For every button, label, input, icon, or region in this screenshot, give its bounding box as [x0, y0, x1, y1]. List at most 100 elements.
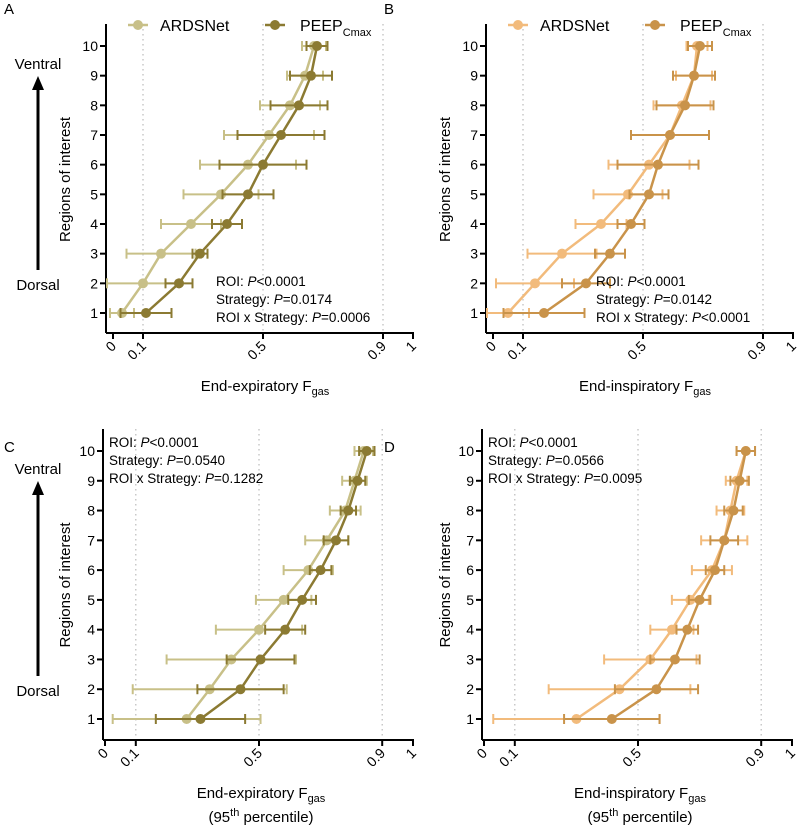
- x-tick-label: 0.9: [364, 338, 389, 363]
- data-point: [665, 130, 675, 140]
- series-line: [543, 45, 702, 315]
- series-ardsnet: [111, 446, 374, 724]
- y-tick-label: 1: [90, 305, 98, 321]
- y-tick-label: 2: [466, 681, 474, 697]
- x-tick-label: 0.1: [117, 745, 142, 770]
- y-axis-label: Regions of interest: [437, 522, 454, 648]
- series-line: [575, 450, 747, 721]
- y-tick-label: 8: [466, 503, 474, 519]
- data-point: [666, 624, 677, 635]
- series-line: [185, 450, 365, 720]
- x-tick-label: 0: [473, 745, 490, 762]
- data-point: [315, 565, 326, 576]
- stats-annotation: ROI x Strategy: P=0.0095: [488, 471, 642, 486]
- series-line: [120, 45, 316, 314]
- x-tick-label: 1: [782, 338, 797, 355]
- ventral-label: Ventral: [15, 56, 62, 73]
- x-tick-label: 1: [402, 338, 419, 355]
- y-tick-label: 4: [87, 622, 95, 638]
- y-tick-label: 10: [82, 38, 98, 54]
- data-point: [644, 189, 654, 200]
- series-line: [145, 45, 319, 314]
- data-point: [734, 475, 745, 486]
- legend-label: ARDSNet: [160, 18, 230, 35]
- data-point: [361, 446, 372, 456]
- y-axis-label: Regions of interest: [57, 116, 74, 242]
- data-point: [255, 654, 266, 665]
- legend: ARDSNet PEEPCmax: [128, 18, 372, 39]
- data-point: [710, 565, 720, 576]
- series-ardsnet: [106, 41, 327, 318]
- data-point: [258, 159, 268, 170]
- x-axis-label: End-inspiratory Fgas: [579, 378, 711, 398]
- x-axis-label: End-expiratory Fgas: [197, 785, 326, 805]
- data-point: [186, 219, 196, 229]
- data-point: [605, 248, 615, 259]
- data-point: [222, 219, 232, 229]
- data-point: [352, 475, 363, 486]
- legend-marker: [270, 20, 280, 30]
- y-tick-label: 2: [90, 275, 98, 291]
- series-peepcmax: [119, 41, 333, 318]
- x-tick-label: 0.1: [504, 338, 529, 363]
- x-tick-label: 0.5: [619, 745, 644, 770]
- data-point: [539, 308, 549, 318]
- legend-label: PEEPCmax: [300, 18, 372, 39]
- y-axis-label: Regions of interest: [437, 116, 454, 242]
- x-tick-label: 0: [94, 745, 111, 762]
- series-peepcmax: [563, 446, 757, 724]
- stats-annotation: ROI: P<0.0001: [488, 435, 578, 450]
- data-point: [235, 684, 246, 695]
- y-tick-label: 7: [87, 532, 95, 548]
- x-axis-label: End-inspiratory Fgas: [574, 785, 706, 805]
- y-tick-label: 5: [470, 186, 478, 202]
- x-tick-label: 1: [781, 745, 797, 762]
- y-tick-label: 7: [90, 127, 98, 143]
- panel-C: C 1 2 3 4 5 6 7 8 9 10 0 0.1 0.5 0.9 1 Regions of intere…: [4, 429, 419, 826]
- data-point: [280, 624, 291, 635]
- x-tick-label: 0.9: [363, 745, 388, 770]
- data-point: [626, 219, 636, 229]
- stats-annotation: ROI: P<0.0001: [596, 274, 686, 289]
- series-line: [611, 450, 748, 721]
- stats-annotation: Strategy: P=0.0174: [216, 292, 332, 307]
- y-tick-label: 6: [87, 562, 95, 578]
- stats-annotation: ROI x Strategy: P=0.0006: [216, 310, 370, 325]
- y-tick-label: 6: [90, 157, 98, 173]
- x-tick-label: 0.1: [124, 338, 149, 363]
- y-tick-label: 3: [466, 651, 474, 667]
- y-tick-label: 10: [458, 443, 474, 459]
- data-point: [294, 100, 304, 111]
- legend-label: ARDSNet: [540, 18, 610, 35]
- y-tick-label: 6: [470, 157, 478, 173]
- y-tick-label: 9: [466, 473, 474, 489]
- panel-letter: C: [4, 439, 15, 456]
- data-point: [276, 130, 286, 140]
- panel-D: D 1 2 3 4 5 6 7 8 9 10 0 0.1 0.5 0.9 1 Regions of intere…: [384, 429, 797, 826]
- x-tick-label: 0.5: [244, 338, 269, 363]
- data-point: [596, 219, 606, 229]
- data-point: [653, 159, 663, 170]
- y-tick-label: 10: [462, 38, 478, 54]
- y-tick-label: 1: [466, 711, 474, 727]
- panel-B: B 1 2 3 4 5 6 7 8 9 10 0 0.1 0.5 0.9 1 Regions of intere…: [384, 1, 797, 398]
- arrow-head-icon: [32, 481, 44, 495]
- y-tick-label: 5: [466, 592, 474, 608]
- y-tick-label: 1: [87, 711, 95, 727]
- stats-annotation: ROI x Strategy: P=0.1282: [109, 471, 263, 486]
- dorsal-label: Dorsal: [16, 277, 59, 294]
- data-point: [278, 594, 289, 605]
- y-tick-label: 6: [466, 562, 474, 578]
- y-tick-label: 2: [87, 681, 95, 697]
- x-tick-label: 0: [102, 338, 119, 355]
- data-point: [680, 100, 690, 111]
- x-tick-label: 0.9: [742, 745, 767, 770]
- x-axis-label: End-expiratory Fgas: [201, 378, 330, 398]
- stats-annotation: Strategy: P=0.0566: [488, 453, 604, 468]
- data-point: [606, 714, 617, 724]
- y-tick-label: 10: [79, 443, 95, 459]
- data-point: [343, 505, 354, 516]
- data-point: [297, 594, 308, 605]
- data-point: [254, 624, 264, 635]
